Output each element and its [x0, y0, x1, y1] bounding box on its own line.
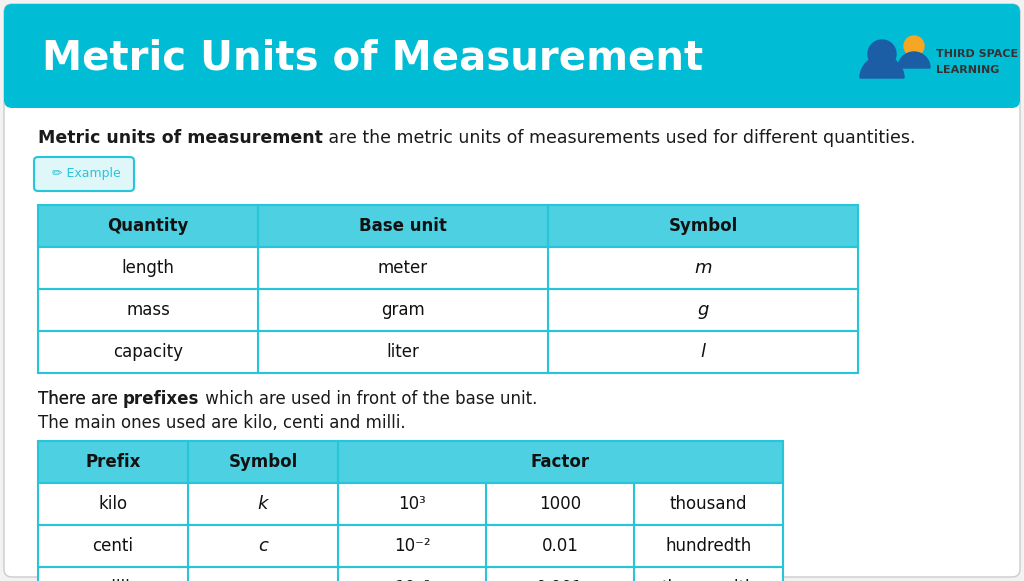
- Text: 0.001: 0.001: [537, 579, 584, 581]
- Text: thousand: thousand: [670, 495, 748, 513]
- FancyBboxPatch shape: [38, 441, 783, 483]
- FancyBboxPatch shape: [38, 331, 858, 373]
- Text: l: l: [700, 343, 706, 361]
- Text: Factor: Factor: [530, 453, 590, 471]
- Text: Metric units of measurement: Metric units of measurement: [38, 129, 323, 147]
- Text: Symbol: Symbol: [228, 453, 298, 471]
- Wedge shape: [898, 52, 930, 68]
- Text: 0.01: 0.01: [542, 537, 579, 555]
- Text: milli: milli: [95, 579, 130, 581]
- Text: c: c: [258, 537, 268, 555]
- Text: 10⁻³: 10⁻³: [394, 579, 430, 581]
- Text: Metric Units of Measurement: Metric Units of Measurement: [42, 38, 703, 78]
- Text: Prefix: Prefix: [85, 453, 140, 471]
- Text: ✏ Example: ✏ Example: [52, 167, 121, 181]
- Text: There are: There are: [38, 390, 123, 408]
- FancyBboxPatch shape: [38, 205, 858, 247]
- FancyBboxPatch shape: [38, 567, 783, 581]
- Text: m: m: [254, 579, 271, 581]
- Text: liter: liter: [387, 343, 420, 361]
- Text: capacity: capacity: [113, 343, 183, 361]
- Text: The main ones used are kilo, centi and milli.: The main ones used are kilo, centi and m…: [38, 414, 406, 432]
- Text: gram: gram: [381, 301, 425, 319]
- Text: k: k: [258, 495, 268, 513]
- Text: length: length: [122, 259, 174, 277]
- Text: g: g: [697, 301, 709, 319]
- Text: m: m: [694, 259, 712, 277]
- FancyBboxPatch shape: [4, 4, 1020, 577]
- Circle shape: [904, 36, 924, 56]
- FancyBboxPatch shape: [38, 525, 783, 567]
- Text: LEARNING: LEARNING: [936, 65, 999, 75]
- Text: Base unit: Base unit: [359, 217, 446, 235]
- Text: meter: meter: [378, 259, 428, 277]
- Text: THIRD SPACE: THIRD SPACE: [936, 49, 1018, 59]
- Text: kilo: kilo: [98, 495, 128, 513]
- Text: 10³: 10³: [398, 495, 426, 513]
- Wedge shape: [860, 56, 904, 78]
- Text: thousandth: thousandth: [662, 579, 756, 581]
- FancyBboxPatch shape: [38, 289, 858, 331]
- Text: There are: There are: [38, 390, 123, 408]
- Text: 10⁻²: 10⁻²: [393, 537, 430, 555]
- Text: centi: centi: [92, 537, 133, 555]
- Text: which are used in front of the base unit.: which are used in front of the base unit…: [200, 390, 537, 408]
- Circle shape: [868, 40, 896, 68]
- Text: Symbol: Symbol: [669, 217, 737, 235]
- FancyBboxPatch shape: [38, 483, 783, 525]
- FancyBboxPatch shape: [34, 157, 134, 191]
- Text: Quantity: Quantity: [108, 217, 188, 235]
- Text: prefixes: prefixes: [123, 390, 200, 408]
- Text: hundredth: hundredth: [666, 537, 752, 555]
- Text: are the metric units of measurements used for different quantities.: are the metric units of measurements use…: [323, 129, 915, 147]
- FancyBboxPatch shape: [38, 247, 858, 289]
- FancyBboxPatch shape: [4, 4, 1020, 108]
- FancyBboxPatch shape: [12, 56, 1012, 100]
- Text: 1000: 1000: [539, 495, 581, 513]
- Text: mass: mass: [126, 301, 170, 319]
